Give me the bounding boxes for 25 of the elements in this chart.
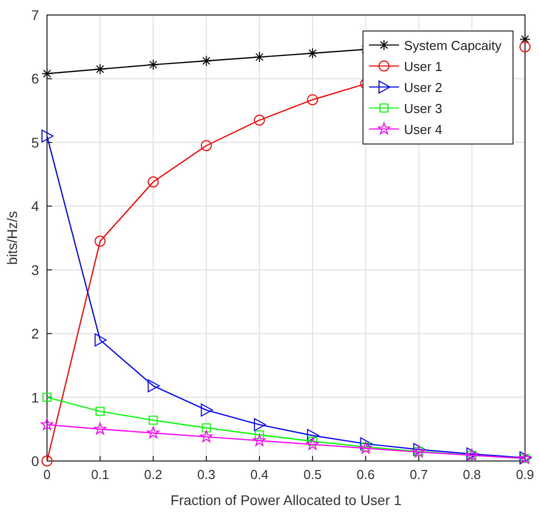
- x-tick-label: 0.2: [144, 467, 162, 482]
- x-tick-label: 0.5: [304, 467, 322, 482]
- y-tick-label: 0: [31, 453, 40, 469]
- y-tick-label: 5: [31, 134, 40, 150]
- x-tick-label: 0: [43, 467, 51, 482]
- x-tick-label: 0.7: [410, 467, 428, 482]
- legend-label: User 4: [404, 122, 442, 137]
- x-tick-label: 0.6: [356, 467, 375, 482]
- y-tick-label: 4: [31, 198, 40, 214]
- x-tick-label: 0.3: [197, 467, 216, 482]
- legend-label: User 3: [404, 101, 442, 116]
- y-tick-label: 7: [31, 7, 40, 23]
- legend-label: System Capcaity: [404, 38, 502, 53]
- x-tick-label: 0.4: [250, 467, 268, 482]
- legend-label: User 1: [404, 59, 442, 74]
- legend-label: User 2: [404, 80, 442, 95]
- y-tick-label: 1: [31, 389, 40, 406]
- y-tick-label: 6: [31, 70, 40, 87]
- x-axis-title: Fraction of Power Allocated to User 1: [170, 492, 402, 508]
- x-tick-label: 0.8: [462, 467, 481, 482]
- x-tick-label: 0.1: [91, 467, 110, 482]
- y-tick-label: 3: [31, 262, 40, 278]
- y-tick-label: 2: [31, 326, 40, 342]
- y-axis-title: bits/Hz/s: [4, 211, 20, 265]
- x-tick-label: 0.9: [516, 467, 534, 482]
